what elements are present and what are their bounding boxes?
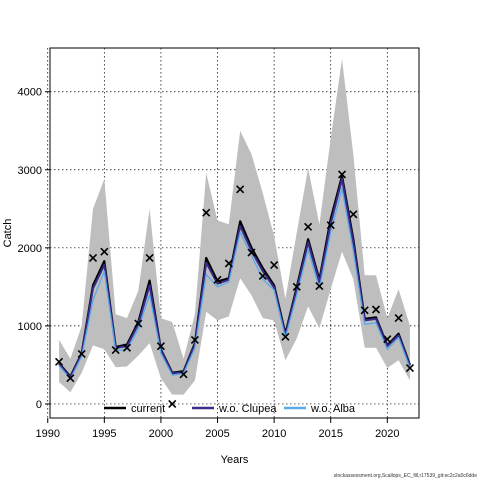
footer-caption: stockassessment.org,Scallops_EC_fill,r17… <box>334 473 478 479</box>
x-tick-label-2005: 2005 <box>205 428 229 440</box>
confidence-band <box>59 58 410 395</box>
confidence-band-layer <box>59 58 410 395</box>
observed-point-1991 <box>54 357 64 366</box>
observed-points-layer <box>54 170 415 409</box>
y-axis-title: Catch <box>2 219 14 248</box>
x-axis-title: Years <box>221 454 249 466</box>
observed-point-2000 <box>156 342 165 351</box>
legend-label-0: current <box>131 403 165 415</box>
observed-point-1995 <box>100 247 109 256</box>
observed-point-2008 <box>247 248 256 257</box>
y-tick-label-3000: 3000 <box>18 165 42 177</box>
observed-point-2012 <box>292 282 301 291</box>
legend-label-2: w.o. Alba <box>310 403 356 415</box>
legend: current w.o. Clupea w.o. Alba <box>104 403 356 415</box>
x-tick-label-2020: 2020 <box>375 428 399 440</box>
y-tick-label-2000: 2000 <box>18 243 42 255</box>
x-tick-label-2000: 2000 <box>149 428 173 440</box>
observed-point-1994 <box>88 253 98 263</box>
x-tick-label-1990: 1990 <box>35 428 59 440</box>
observed-point-2021 <box>394 314 403 323</box>
y-tick-label-1000: 1000 <box>18 321 42 333</box>
observed-point-2019 <box>371 305 381 314</box>
observed-point-1997 <box>122 343 132 352</box>
observed-point-2017 <box>349 210 358 219</box>
observed-point-1999 <box>145 253 154 263</box>
y-tick-label-0: 0 <box>36 399 42 411</box>
observed-point-1996 <box>111 346 120 355</box>
observed-point-2004 <box>202 208 211 217</box>
observed-point-2002 <box>179 370 188 379</box>
y-axis: 0 1000 2000 3000 4000 <box>18 87 50 411</box>
observed-point-2006 <box>224 259 233 268</box>
observed-point-2005 <box>213 275 222 284</box>
x-tick-label-2015: 2015 <box>318 428 342 440</box>
series-line-w-o-alba <box>58 187 411 380</box>
observed-point-1993 <box>77 349 86 359</box>
observed-point-2013 <box>304 222 313 231</box>
legend-label-1: w.o. Clupea <box>218 403 277 415</box>
observed-point-2010 <box>270 260 279 270</box>
observed-point-2014 <box>315 282 324 291</box>
plot-frame <box>49 47 420 419</box>
x-axis: 1990 1995 2000 2005 2010 2015 2020 <box>35 418 400 440</box>
observed-point-2022 <box>405 363 415 373</box>
observed-point-1998 <box>134 319 143 328</box>
observed-point-2001 <box>168 399 177 409</box>
x-tick-label-1995: 1995 <box>92 428 116 440</box>
observed-point-2003 <box>190 335 199 345</box>
observed-point-2011 <box>281 332 290 341</box>
observed-point-2020 <box>383 335 392 344</box>
observed-point-2015 <box>326 221 335 230</box>
x-tick-label-2010: 2010 <box>262 428 286 440</box>
observed-point-2009 <box>258 271 267 280</box>
y-tick-label-4000: 4000 <box>18 87 42 99</box>
observed-point-2007 <box>236 185 245 194</box>
observed-point-1992 <box>66 374 75 383</box>
observed-point-2018 <box>360 306 369 315</box>
observed-point-2016 <box>337 170 347 179</box>
